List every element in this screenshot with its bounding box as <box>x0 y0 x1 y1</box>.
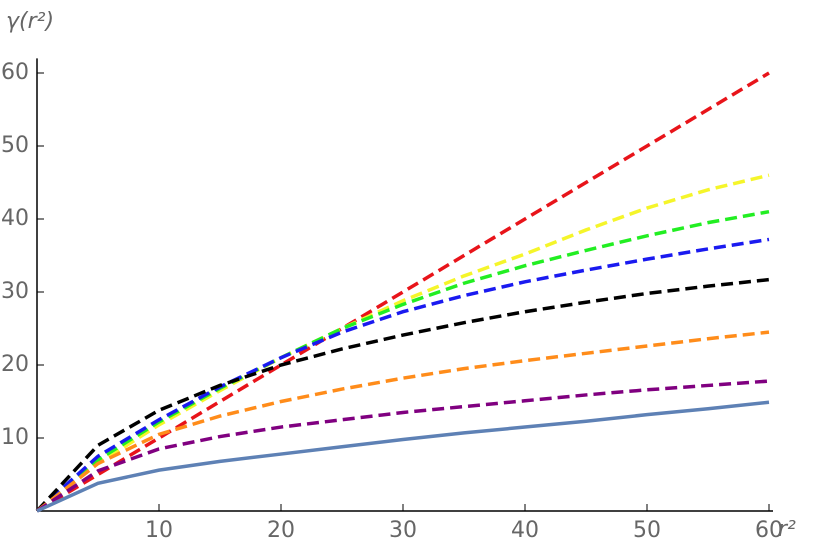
y-tick-label: 10 <box>1 425 29 450</box>
line-series <box>35 277 770 513</box>
x-tick-label: 30 <box>389 518 417 543</box>
y-tick-label: 50 <box>1 133 29 158</box>
x-tick-label: 20 <box>267 518 295 543</box>
x-axis-label: r² <box>778 517 796 542</box>
line-series <box>35 237 770 513</box>
line-series <box>36 71 770 513</box>
x-tick-label: 60 <box>755 518 783 543</box>
line-series <box>36 379 770 513</box>
x-tick-label: 40 <box>511 518 539 543</box>
y-tick-label: 30 <box>1 279 29 304</box>
y-tick-label: 40 <box>1 206 29 231</box>
line-series <box>35 173 770 513</box>
line-series <box>35 330 770 513</box>
line-series <box>36 400 770 513</box>
y-tick-label: 60 <box>1 60 29 85</box>
x-tick-label: 50 <box>633 518 661 543</box>
y-axis-label: γ(r²) <box>6 9 54 34</box>
x-tick-label: 10 <box>145 518 173 543</box>
y-tick-label: 20 <box>1 352 29 377</box>
line-series <box>35 209 770 513</box>
